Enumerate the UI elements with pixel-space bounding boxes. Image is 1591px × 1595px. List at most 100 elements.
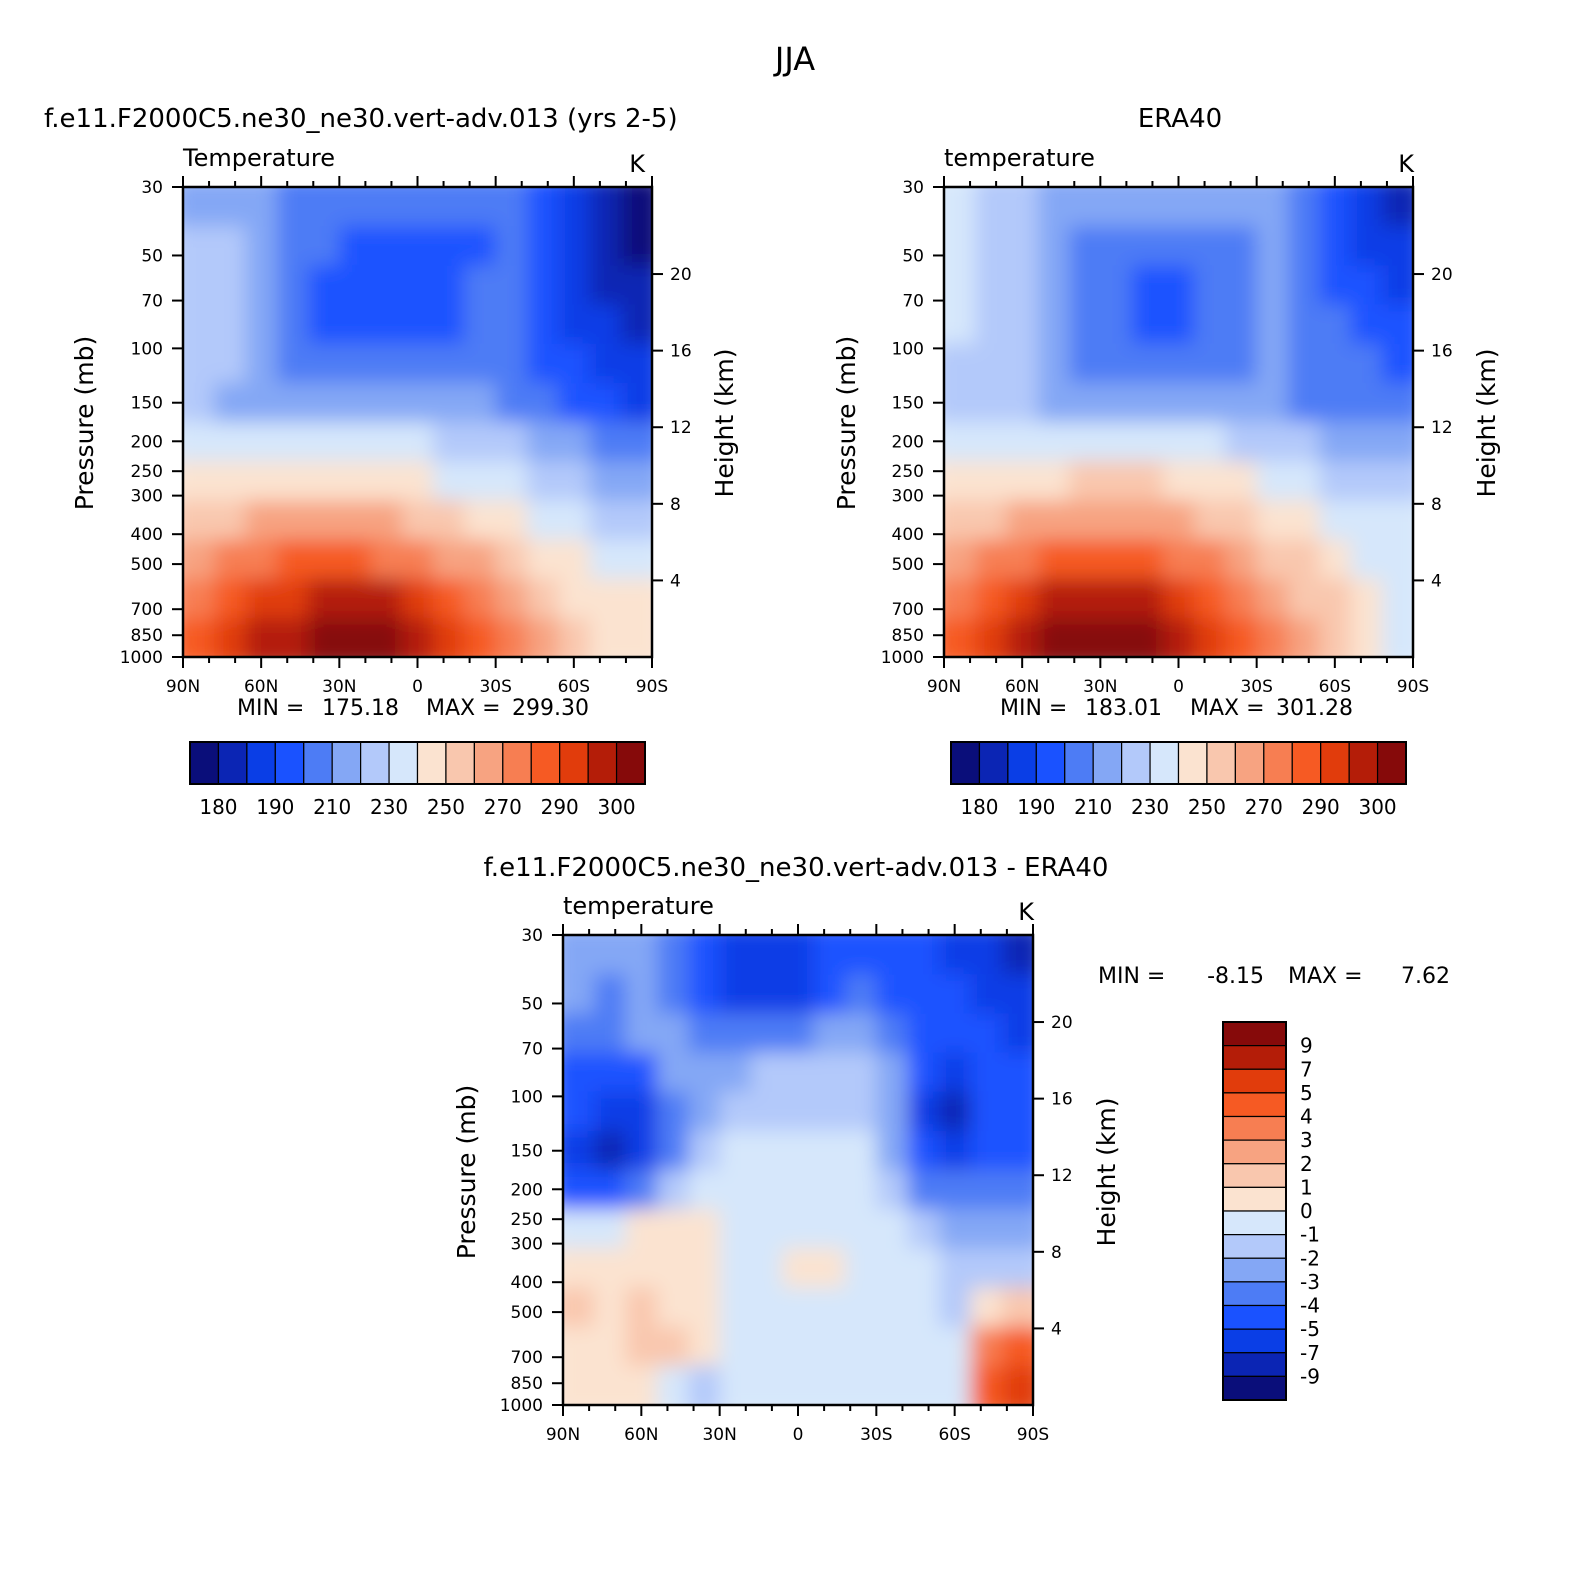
field-cell bbox=[1001, 1365, 1033, 1405]
field-cell bbox=[813, 1052, 846, 1093]
field-cell bbox=[657, 1170, 690, 1211]
field-cell bbox=[558, 539, 591, 580]
field-cell bbox=[1256, 422, 1289, 463]
field-cell bbox=[594, 1365, 627, 1405]
field-cell bbox=[620, 187, 652, 228]
field-cell bbox=[558, 226, 591, 267]
colorbar-swatch bbox=[246, 741, 276, 785]
field-cell bbox=[1162, 304, 1196, 345]
field-cell bbox=[625, 1013, 658, 1054]
field-cell bbox=[782, 1170, 815, 1211]
field-cell bbox=[464, 578, 497, 619]
field-cell bbox=[813, 1248, 846, 1289]
x-tick-label: 60N bbox=[244, 677, 278, 697]
field-cell bbox=[1350, 187, 1383, 228]
colorbar-swatch bbox=[1222, 1045, 1287, 1070]
y-tick-label: 150 bbox=[131, 394, 163, 414]
y2-tick-label: 12 bbox=[1051, 1166, 1073, 1186]
tick-labels-diff: 90N 60N 30N 0 30S 60S 90S 30 50 70 100 150 200 250 300… bbox=[500, 926, 1073, 1445]
field-cell bbox=[944, 422, 977, 463]
field-cell bbox=[625, 935, 658, 976]
colorbar-label: -1 bbox=[1300, 1223, 1320, 1247]
field-cell bbox=[625, 1365, 658, 1405]
field-cell bbox=[1131, 617, 1164, 657]
colorbar-label: 250 bbox=[1188, 795, 1226, 819]
field-cell bbox=[1225, 461, 1258, 502]
field-cell bbox=[1319, 343, 1352, 384]
colorbar-swatch bbox=[360, 741, 390, 785]
field-cell bbox=[1287, 578, 1321, 619]
field-cell bbox=[183, 226, 216, 267]
y2-tick-label: 16 bbox=[670, 342, 692, 362]
y-tick-label: 30 bbox=[902, 178, 924, 198]
field-cell bbox=[563, 1013, 596, 1054]
field-cell bbox=[975, 539, 1008, 580]
field-cell bbox=[625, 1287, 658, 1328]
field-cell bbox=[589, 187, 622, 228]
field-cell bbox=[1381, 500, 1413, 541]
field-cell bbox=[589, 500, 622, 541]
field-cell bbox=[594, 935, 627, 976]
y2-tick-label: 4 bbox=[670, 571, 681, 591]
field-cell bbox=[1225, 500, 1258, 541]
field-cell bbox=[245, 539, 278, 580]
field-cell bbox=[751, 1013, 784, 1054]
field-cell bbox=[1194, 343, 1227, 384]
y2-tick-label: 4 bbox=[1431, 571, 1442, 591]
colorbar-swatch bbox=[615, 741, 646, 785]
colorbar-frame bbox=[189, 741, 646, 785]
field-cell bbox=[1256, 226, 1289, 267]
panel-units-obs: K bbox=[1398, 150, 1415, 178]
field-cell bbox=[625, 1170, 658, 1211]
field-cell bbox=[433, 539, 466, 580]
y2-tick-label: 8 bbox=[1431, 495, 1442, 515]
field-cell bbox=[1006, 304, 1039, 345]
field-cell bbox=[939, 935, 972, 976]
field-cell bbox=[939, 1170, 972, 1211]
colorbar-swatch bbox=[1222, 1163, 1287, 1188]
field-cell bbox=[939, 1365, 972, 1405]
x-tick-label: 0 bbox=[412, 677, 423, 697]
colorbar-swatch bbox=[1064, 741, 1094, 785]
field-cell bbox=[975, 461, 1008, 502]
y2-tick-label: 16 bbox=[1431, 342, 1453, 362]
field-cell bbox=[370, 382, 403, 423]
field-cell bbox=[970, 1209, 1003, 1250]
y-tick-label: 100 bbox=[131, 339, 163, 359]
field-cell bbox=[1162, 422, 1196, 463]
field-cell bbox=[970, 1091, 1003, 1132]
colorbar-swatch bbox=[331, 741, 362, 785]
field-cell bbox=[620, 461, 652, 502]
field-cell bbox=[1194, 304, 1227, 345]
x-tick-label: 60S bbox=[558, 677, 590, 697]
field-cell bbox=[245, 461, 278, 502]
x-tick-label: 60S bbox=[938, 1425, 970, 1445]
field-cell bbox=[558, 617, 591, 657]
colorbar-swatch bbox=[473, 741, 504, 785]
axes-obs bbox=[933, 176, 1424, 668]
field-cell bbox=[1100, 461, 1133, 502]
y-tick-label: 250 bbox=[892, 462, 924, 482]
field-cell bbox=[401, 265, 435, 306]
field-cell bbox=[214, 578, 247, 619]
field-cell bbox=[1037, 617, 1071, 657]
field-cell bbox=[183, 265, 216, 306]
field-cell bbox=[970, 1013, 1003, 1054]
field-cell bbox=[1037, 343, 1071, 384]
field-cell bbox=[1256, 304, 1289, 345]
field-cell bbox=[526, 265, 560, 306]
field-cell bbox=[939, 1287, 972, 1328]
field-cell bbox=[1162, 539, 1196, 580]
field-cell bbox=[620, 500, 652, 541]
field-cell bbox=[970, 1248, 1003, 1289]
field-cell bbox=[1350, 343, 1383, 384]
field-cell bbox=[526, 304, 560, 345]
field-cell bbox=[688, 1248, 721, 1289]
field-cell bbox=[1194, 226, 1227, 267]
colorbar-swatch bbox=[1149, 741, 1180, 785]
contour-field-diff bbox=[563, 935, 1033, 1405]
field-cell bbox=[688, 1130, 721, 1171]
field-cell bbox=[563, 1170, 596, 1211]
field-cell bbox=[975, 304, 1008, 345]
field-cell bbox=[276, 578, 310, 619]
